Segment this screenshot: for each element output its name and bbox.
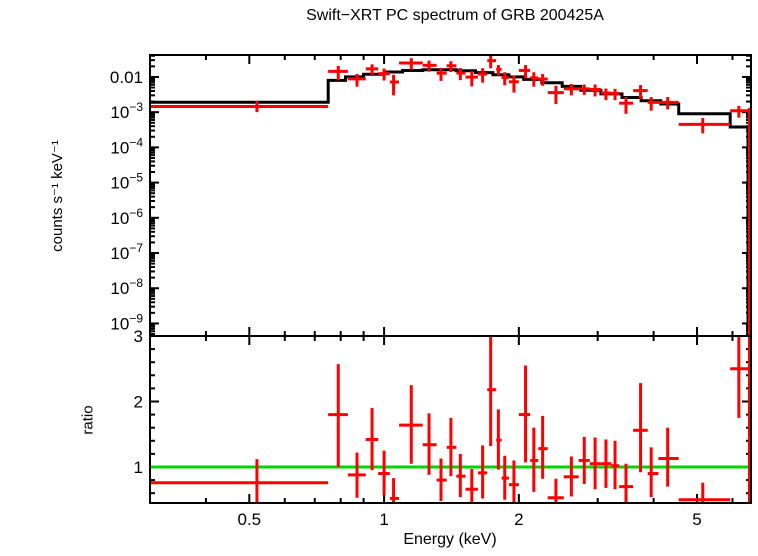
svg-text:10−3: 10−3: [110, 100, 143, 122]
svg-text:2: 2: [134, 392, 143, 411]
model-line: [150, 68, 750, 336]
svg-text:10−8: 10−8: [110, 276, 143, 298]
spectrum-panel-frame: [149, 54, 752, 337]
svg-text:3: 3: [134, 327, 143, 346]
ratio-panel-frame: [149, 335, 752, 504]
svg-text:0.01: 0.01: [110, 68, 143, 87]
svg-text:1: 1: [379, 510, 388, 529]
svg-text:1: 1: [134, 458, 143, 477]
svg-text:0.5: 0.5: [238, 510, 262, 529]
svg-text:10−7: 10−7: [110, 241, 143, 263]
svg-text:2: 2: [514, 510, 523, 529]
svg-text:10−5: 10−5: [110, 171, 143, 193]
svg-text:5: 5: [692, 510, 701, 529]
spectrum-data-points: [150, 55, 751, 336]
svg-text:10−6: 10−6: [110, 206, 143, 228]
chart-title: Swift−XRT PC spectrum of GRB 200425A: [306, 7, 604, 24]
x-axis-label-energy: Energy (keV): [403, 531, 497, 548]
svg-text:10−4: 10−4: [110, 135, 143, 157]
ratio-data-points: [150, 336, 751, 503]
